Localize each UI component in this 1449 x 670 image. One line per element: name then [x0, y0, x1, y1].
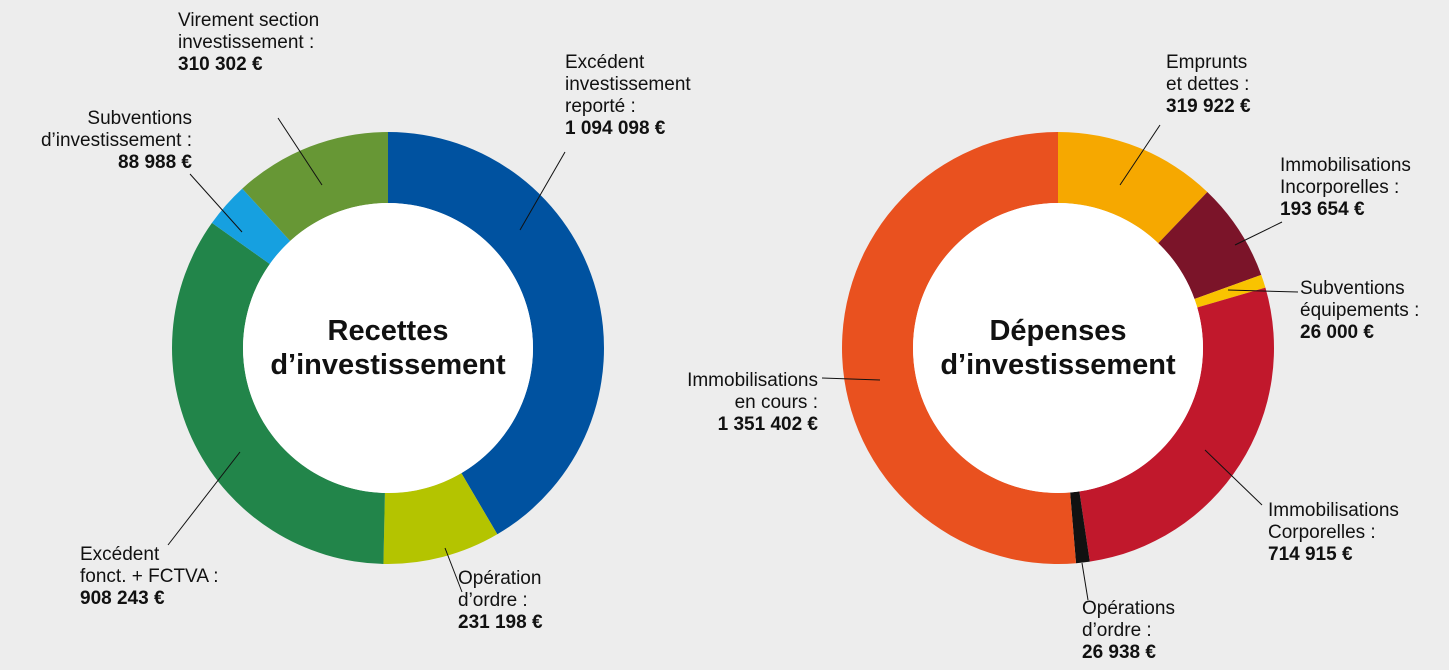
- value-label: 310 302 €: [178, 54, 263, 75]
- category-name: Emprunts et dettes :: [1166, 52, 1250, 95]
- chart-title: Dépenses d’investissement: [940, 315, 1176, 381]
- slice-label: Excédent investissement reporté :1 094 0…: [565, 52, 691, 140]
- category-name: Immobilisations Incorporelles :: [1280, 155, 1411, 198]
- category-name: Subventions d’investissement :: [40, 108, 192, 151]
- leader-line: [277, 117, 323, 186]
- category-name: Excédent fonct. + FCTVA :: [80, 544, 219, 587]
- donut-slice: [211, 188, 291, 264]
- value-label: 319 922 €: [1166, 96, 1251, 117]
- category-name: Subventions équipements :: [1300, 278, 1420, 321]
- value-label: 26 938 €: [1082, 642, 1156, 663]
- leader-line: [1081, 562, 1089, 601]
- value-label: 1 351 402 €: [717, 414, 818, 435]
- slice-label: Virement section investissement :310 302…: [178, 10, 319, 76]
- leader-line: [444, 547, 463, 593]
- slice-label: Subventions équipements :26 000 €: [1300, 278, 1419, 344]
- category-name: Opération d’ordre :: [458, 568, 542, 611]
- donut-slice: [1058, 132, 1208, 244]
- slice-label: Immobilisations Incorporelles :193 654 €: [1280, 155, 1411, 221]
- slice-label: Opération d’ordre :231 198 €: [458, 568, 543, 634]
- slice-label: Immobilisations en cours :1 351 402 €: [687, 370, 818, 436]
- leader-line: [1227, 289, 1299, 293]
- value-label: 88 988 €: [118, 152, 192, 173]
- leader-line: [821, 377, 881, 381]
- slice-label: Immobilisations Corporelles :714 915 €: [1268, 500, 1399, 566]
- category-name: Immobilisations en cours :: [687, 370, 818, 413]
- category-name: Virement section investissement :: [178, 10, 320, 53]
- donut-hole: [243, 203, 533, 493]
- slice-label: Excédent fonct. + FCTVA :908 243 €: [80, 544, 219, 610]
- category-name: Immobilisations Corporelles :: [1268, 500, 1399, 543]
- value-label: 26 000 €: [1300, 322, 1374, 343]
- slice-label: Subventions d’investissement :88 988 €: [41, 108, 192, 174]
- value-label: 908 243 €: [80, 588, 165, 609]
- donut-hole: [913, 203, 1203, 493]
- slice-label: Opérations d’ordre :26 938 €: [1082, 598, 1175, 664]
- chart-title: Recettes d’investissement: [270, 315, 506, 381]
- donut-slice: [1158, 191, 1262, 299]
- leader-line: [519, 151, 566, 231]
- slice-label: Emprunts et dettes :319 922 €: [1166, 52, 1251, 118]
- value-label: 231 198 €: [458, 612, 543, 633]
- donut-slice: [383, 473, 498, 564]
- donut-slice: [842, 132, 1077, 564]
- value-label: 714 915 €: [1268, 544, 1353, 565]
- leader-line: [1204, 449, 1263, 506]
- value-label: 1 094 098 €: [565, 118, 666, 139]
- value-label: 193 654 €: [1280, 199, 1365, 220]
- leader-line: [167, 451, 241, 546]
- leader-line: [1119, 124, 1161, 186]
- leader-line: [1234, 221, 1283, 246]
- leader-line: [189, 173, 243, 233]
- category-name: Excédent investissement reporté :: [565, 52, 691, 117]
- donut-slice: [1194, 274, 1266, 308]
- donut-slice: [172, 222, 385, 564]
- donut-slice: [242, 132, 388, 241]
- donut-slice: [1070, 491, 1090, 564]
- donut-slice: [388, 132, 604, 535]
- category-name: Opérations d’ordre :: [1082, 598, 1175, 641]
- donut-slice: [1079, 287, 1274, 562]
